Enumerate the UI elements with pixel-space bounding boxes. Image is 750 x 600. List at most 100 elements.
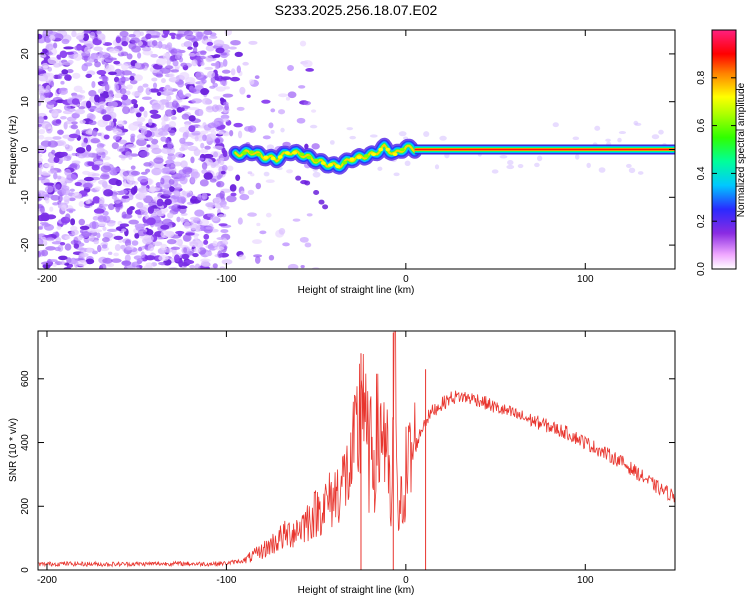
snr-x-label: Height of straight line (km)	[298, 585, 415, 596]
noise-blob	[140, 251, 145, 259]
noise-blob	[235, 174, 241, 181]
noise-blob	[536, 155, 543, 162]
noise-blob	[112, 118, 117, 123]
noise-blob	[171, 116, 177, 120]
noise-blob	[119, 30, 129, 38]
noise-blob	[192, 46, 198, 55]
noise-blob	[103, 184, 113, 190]
noise-blob	[163, 177, 170, 185]
noise-blob	[278, 109, 286, 115]
noise-blob	[57, 73, 63, 80]
noise-blob	[129, 75, 135, 81]
noise-blob	[175, 230, 185, 235]
noise-blob	[223, 49, 231, 54]
noise-blob	[177, 205, 188, 209]
noise-blob	[130, 187, 137, 195]
noise-blob	[73, 235, 83, 241]
spectrogram-x-tick-label: -200	[37, 274, 57, 285]
spectrogram-y-tick-label: 20	[20, 48, 31, 60]
noise-blob	[50, 80, 55, 88]
noise-blob	[102, 114, 112, 122]
noise-blob	[237, 217, 243, 225]
noise-blob	[216, 174, 222, 180]
noise-blob	[211, 104, 219, 113]
noise-blob	[222, 238, 228, 244]
noise-blob	[58, 255, 68, 261]
noise-blob	[236, 65, 241, 74]
noise-blob	[122, 171, 130, 177]
noise-blob	[86, 247, 93, 254]
noise-blob	[42, 123, 52, 130]
noise-blob	[88, 90, 97, 97]
noise-blob	[574, 154, 580, 160]
noise-blob	[85, 73, 92, 79]
ridge-blob	[363, 154, 369, 158]
noise-blob	[153, 157, 164, 164]
noise-blob	[226, 195, 237, 203]
noise-blob	[96, 70, 107, 76]
noise-blob	[45, 196, 50, 204]
noise-blob	[190, 171, 200, 179]
noise-blob	[207, 122, 217, 129]
noise-blob	[238, 254, 246, 260]
noise-blob	[162, 188, 169, 192]
spectrogram-y-tick-label: 0	[20, 146, 31, 152]
noise-blob	[64, 235, 71, 240]
ridge-blob	[299, 152, 305, 157]
noise-blob	[182, 261, 188, 267]
noise-blob	[181, 113, 190, 120]
noise-blob	[135, 224, 142, 231]
noise-blob	[189, 216, 200, 221]
noise-blob	[44, 136, 54, 141]
noise-blob	[89, 31, 96, 39]
noise-blob	[552, 122, 559, 128]
noise-blob	[161, 116, 171, 122]
ridge-wiggle	[234, 143, 416, 169]
snr-frame	[37, 330, 676, 571]
noise-blob	[85, 144, 92, 152]
noise-blob	[169, 129, 176, 136]
noise-blob	[47, 66, 53, 72]
ridge-blob	[335, 164, 341, 169]
noise-blob	[201, 192, 208, 200]
noise-blob	[69, 188, 75, 192]
noise-blob	[136, 258, 144, 263]
noise-blob	[139, 206, 148, 213]
noise-blob	[572, 136, 580, 141]
noise-blob	[99, 197, 105, 205]
noise-blob	[55, 236, 62, 243]
noise-blob	[132, 181, 139, 186]
noise-blob	[137, 229, 147, 237]
noise-blob	[182, 166, 193, 175]
snr-panel: -200 -100 0 100 0 200 400 600 Height of straig…	[8, 330, 676, 596]
noise-blob	[120, 51, 129, 57]
noise-blob	[121, 63, 129, 71]
noise-blob	[226, 165, 234, 172]
noise-blob	[199, 179, 209, 187]
noise-blob	[230, 192, 237, 197]
ridge-blob	[313, 158, 319, 163]
noise-blob	[90, 138, 101, 144]
noise-blob	[218, 223, 228, 227]
noise-blob	[65, 120, 73, 125]
noise-blob	[75, 108, 86, 115]
noise-blob	[93, 160, 104, 165]
noise-blob	[185, 76, 196, 85]
noise-blob	[213, 54, 221, 58]
noise-blob	[233, 122, 243, 128]
ridge-blob	[256, 152, 262, 157]
noise-blob	[617, 137, 622, 143]
noise-blob	[628, 167, 636, 174]
noise-blob	[114, 243, 121, 251]
noise-blob	[97, 179, 107, 185]
noise-blob	[153, 161, 164, 170]
noise-blob	[206, 41, 214, 46]
noise-blob	[199, 130, 209, 135]
noise-blob	[66, 69, 74, 74]
noise-blob	[215, 86, 226, 92]
noise-blob	[97, 81, 104, 85]
snr-y-label: SNR (10 * v/v)	[8, 418, 19, 482]
noise-blob	[143, 222, 150, 227]
noise-blob	[499, 155, 508, 159]
